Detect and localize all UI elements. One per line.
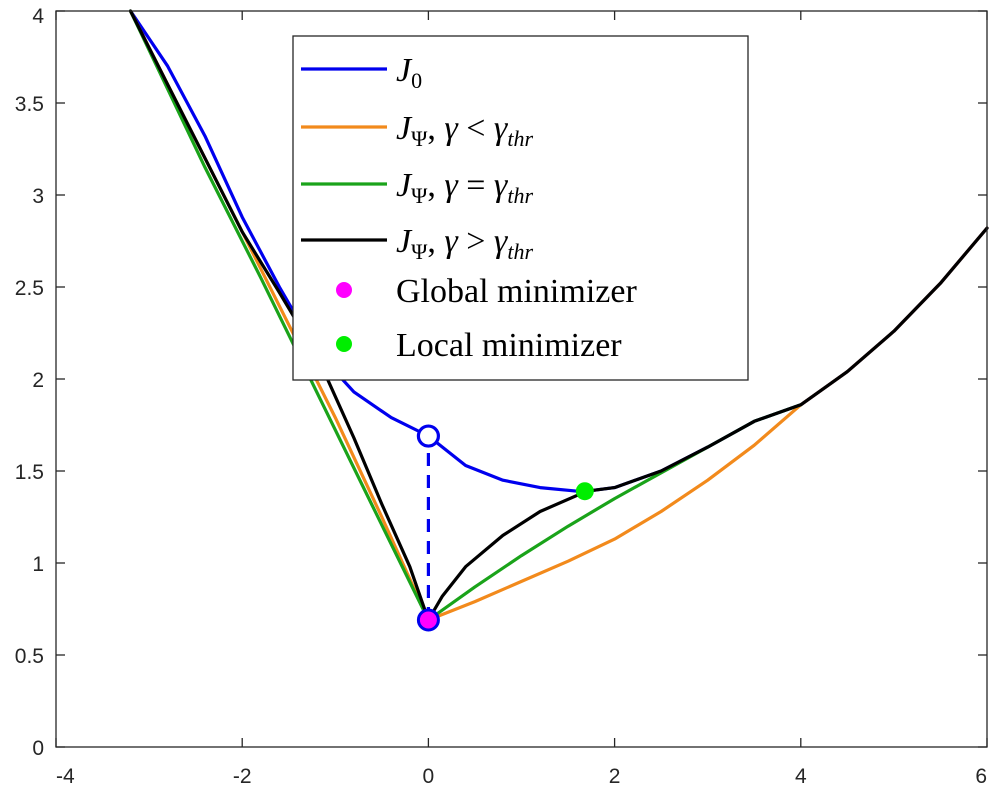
legend-box <box>292 35 749 381</box>
y-tick-label: 2.5 <box>15 277 44 300</box>
legend-label-4: JΨ, γ > γthr <box>396 223 533 264</box>
x-tick-label: -2 <box>233 765 252 788</box>
y-tick-label: 1 <box>32 553 44 576</box>
tick-layer: -4 -2 0 2 4 6 0 0.5 1 1.5 2 2.5 3 3.5 4 <box>15 5 988 788</box>
legend-label-2: JΨ, γ < γthr <box>396 110 533 151</box>
x-tick-label: 4 <box>795 765 807 788</box>
y-tick-label: 2 <box>32 369 44 392</box>
x-tick-label: 6 <box>975 765 987 788</box>
marker-layer <box>416 424 594 632</box>
legend-local-label: Local minimizer <box>396 327 622 364</box>
legend-label-3: JΨ, γ = γthr <box>396 167 533 208</box>
y-tick-label: 1.5 <box>15 461 44 484</box>
local-minimizer-marker <box>575 482 594 501</box>
y-tick-label: 3.5 <box>15 93 44 116</box>
series-line-4 <box>128 9 989 622</box>
series-layer <box>128 9 989 622</box>
x-tick-label: 0 <box>423 765 435 788</box>
legend-label-1: J0 <box>396 52 422 93</box>
legend-local-marker <box>336 336 352 352</box>
x-tick-label: 2 <box>609 765 621 788</box>
legend: J0 JΨ, γ < γthr JΨ, γ = γthr JΨ, γ > γthr Gl… <box>292 35 749 381</box>
y-tick-label: 0 <box>32 737 44 760</box>
legend-global-label: Global minimizer <box>396 273 637 310</box>
y-tick-label: 3 <box>32 185 44 208</box>
open-circle-marker <box>416 424 440 448</box>
y-tick-label: 0.5 <box>15 645 44 668</box>
y-tick-label: 4 <box>32 5 44 28</box>
legend-global-marker <box>336 282 352 298</box>
x-tick-label: -4 <box>56 765 75 788</box>
global-minimizer-marker <box>416 608 440 632</box>
